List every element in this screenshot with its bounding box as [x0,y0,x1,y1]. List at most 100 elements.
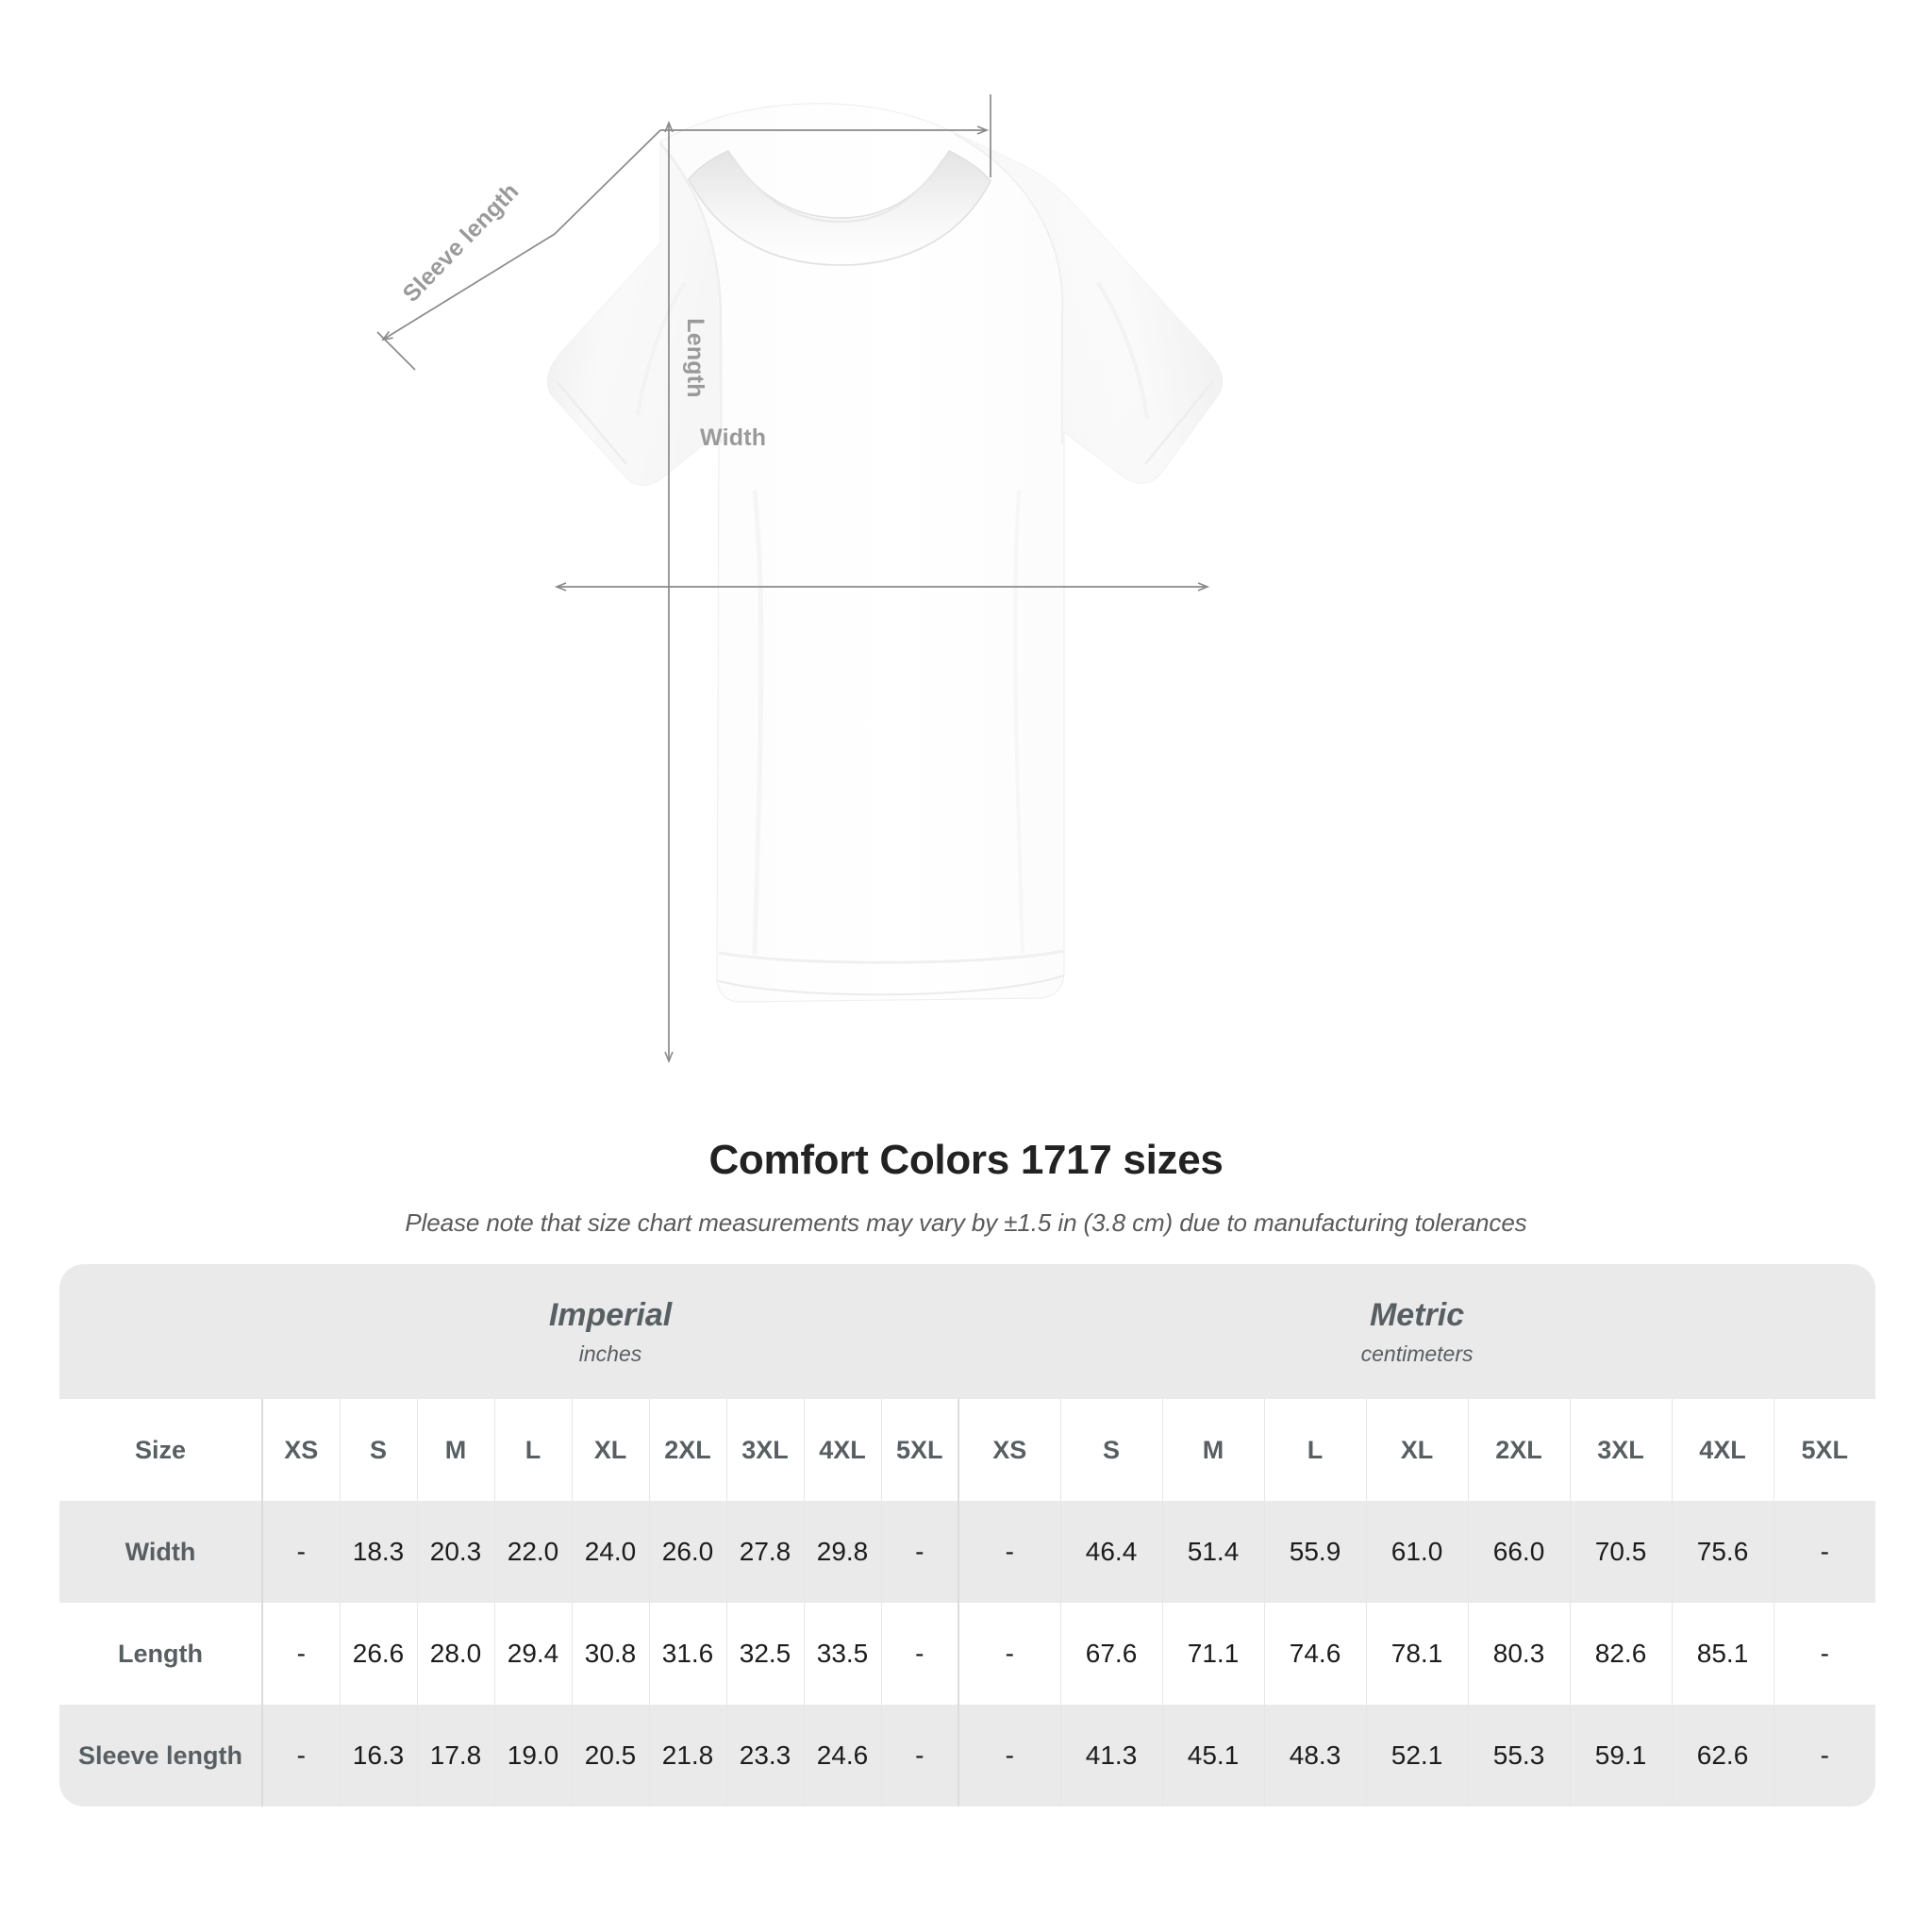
collar-inner-line [733,158,944,224]
tshirt-diagram: Sleeve length Length Width [376,94,1224,1064]
cell-sleeve-metric-s: 41.3 [1060,1705,1163,1807]
cell-length-imperial-s: 26.6 [340,1603,418,1705]
cell-sleeve-metric-xs: - [958,1705,1061,1807]
cell-sleeve-imperial-3xl: 23.3 [726,1705,805,1807]
cell-width-metric-xs: - [958,1501,1061,1603]
group-unit-metric: centimeters [1360,1341,1474,1366]
cell-sleeve-imperial-l: 19.0 [494,1705,573,1807]
cell-length-imperial-2xl: 31.6 [649,1603,727,1705]
size-header-imperial-xl: XL [572,1399,650,1501]
cell-sleeve-imperial-xs: - [262,1705,341,1807]
sleeve-length-arrow [381,233,556,341]
size-header-imperial-4xl: 4XL [804,1399,882,1501]
shirt-shape [546,103,1224,1003]
cell-width-metric-4xl: 75.6 [1672,1501,1774,1603]
cell-length-metric-m: 71.1 [1162,1603,1265,1705]
fabric-fold-4 [1096,281,1149,420]
cell-sleeve-metric-l: 48.3 [1264,1705,1367,1807]
fabric-fold-2 [1013,490,1024,954]
size-header-metric-2xl: 2XL [1468,1399,1571,1501]
width-label: Width [700,425,767,451]
size-header-imperial-2xl: 2XL [649,1399,727,1501]
cell-length-imperial-l: 29.4 [494,1603,573,1705]
row-label-width: Width [59,1501,263,1603]
sleeve-end-tick [376,331,416,371]
size-header-metric-l: L [1264,1399,1367,1501]
cell-width-metric-xl: 61.0 [1366,1501,1469,1603]
cell-sleeve-imperial-m: 17.8 [417,1705,495,1807]
size-header-metric-xl: XL [1366,1399,1469,1501]
cell-length-metric-2xl: 80.3 [1468,1603,1571,1705]
shoulder-seam-right [954,133,1064,443]
unit-group-header-row: Imperial inches Metric centimeters [59,1264,1875,1399]
measurement-lines [376,94,1210,1064]
table-row: Length - 26.6 28.0 29.4 30.8 31.6 32.5 3… [59,1603,1875,1705]
cell-sleeve-metric-4xl: 62.6 [1672,1705,1774,1807]
cell-length-imperial-3xl: 32.5 [726,1603,805,1705]
cell-length-metric-l: 74.6 [1264,1603,1367,1705]
group-header-imperial: Imperial inches [262,1264,959,1399]
title-block: Comfort Colors 1717 sizes Please note th… [0,1137,1932,1238]
cell-width-metric-s: 46.4 [1060,1501,1163,1603]
cell-sleeve-imperial-4xl: 24.6 [804,1705,882,1807]
size-header-metric-s: S [1060,1399,1163,1501]
cell-width-imperial-5xl: - [881,1501,960,1603]
shirt-hem-edge [718,974,1065,996]
cell-width-metric-m: 51.4 [1162,1501,1265,1603]
cell-length-imperial-4xl: 33.5 [804,1603,882,1705]
cell-length-metric-xs: - [958,1603,1061,1705]
size-chart-table: Imperial inches Metric centimeters Size … [59,1264,1875,1807]
group-title-imperial: Imperial [548,1296,673,1333]
size-header-imperial-xs: XS [262,1399,341,1501]
cell-width-imperial-xs: - [262,1501,341,1603]
cell-width-imperial-4xl: 29.8 [804,1501,882,1603]
cell-width-metric-2xl: 66.0 [1468,1501,1571,1603]
fabric-fold-3 [636,281,687,416]
shirt-sleeve-left [547,143,721,486]
cell-sleeve-imperial-2xl: 21.8 [649,1705,727,1807]
cell-sleeve-metric-3xl: 59.1 [1570,1705,1673,1807]
table-row: Sleeve length - 16.3 17.8 19.0 20.5 21.8… [59,1705,1875,1807]
length-label: Length [681,318,708,398]
cell-length-metric-5xl: - [1774,1603,1875,1705]
cell-width-metric-3xl: 70.5 [1570,1501,1673,1603]
cell-length-imperial-5xl: - [881,1603,960,1705]
size-header-row: Size XS S M L XL 2XL 3XL 4XL 5XL XS S M … [59,1399,1875,1501]
size-header-imperial-l: L [494,1399,573,1501]
cell-length-metric-s: 67.6 [1060,1603,1163,1705]
size-header-metric-4xl: 4XL [1672,1399,1774,1501]
cell-sleeve-metric-xl: 52.1 [1366,1705,1469,1807]
cell-width-metric-5xl: - [1774,1501,1875,1603]
sleeve-hem-right [1144,380,1214,465]
row-label-sleeve-length: Sleeve length [59,1705,263,1807]
cell-width-imperial-m: 20.3 [417,1501,495,1603]
shoulder-seam-left [659,142,723,443]
cell-sleeve-metric-2xl: 55.3 [1468,1705,1571,1807]
size-header-imperial-m: M [417,1399,495,1501]
sleeve-hem-left [556,380,627,465]
size-header-metric-5xl: 5XL [1774,1399,1875,1501]
table-row: Width - 18.3 20.3 22.0 24.0 26.0 27.8 29… [59,1501,1875,1603]
header-cell-size: Size [59,1399,263,1501]
cell-length-metric-3xl: 82.6 [1570,1603,1673,1705]
tshirt-illustration [376,94,1224,1064]
cell-sleeve-imperial-s: 16.3 [340,1705,418,1807]
cell-width-metric-l: 55.9 [1264,1501,1367,1603]
cell-width-imperial-2xl: 26.0 [649,1501,727,1603]
cell-sleeve-metric-m: 45.1 [1162,1705,1265,1807]
tolerance-note: Please note that size chart measurements… [405,1208,1527,1237]
fabric-fold-1 [752,490,764,956]
group-unit-imperial: inches [578,1341,642,1366]
sleeve-line-top [554,129,661,235]
cell-length-imperial-xs: - [262,1603,341,1705]
cell-width-imperial-xl: 24.0 [572,1501,650,1603]
page-title: Comfort Colors 1717 sizes [708,1137,1224,1183]
size-header-metric-m: M [1162,1399,1265,1501]
cell-width-imperial-3xl: 27.8 [726,1501,805,1603]
size-chart-table-container: Imperial inches Metric centimeters Size … [59,1264,1875,1807]
size-header-metric-3xl: 3XL [1570,1399,1673,1501]
cell-length-metric-xl: 78.1 [1366,1603,1469,1705]
cell-length-metric-4xl: 85.1 [1672,1603,1774,1705]
shirt-hem [718,949,1065,964]
row-label-length: Length [59,1603,263,1705]
